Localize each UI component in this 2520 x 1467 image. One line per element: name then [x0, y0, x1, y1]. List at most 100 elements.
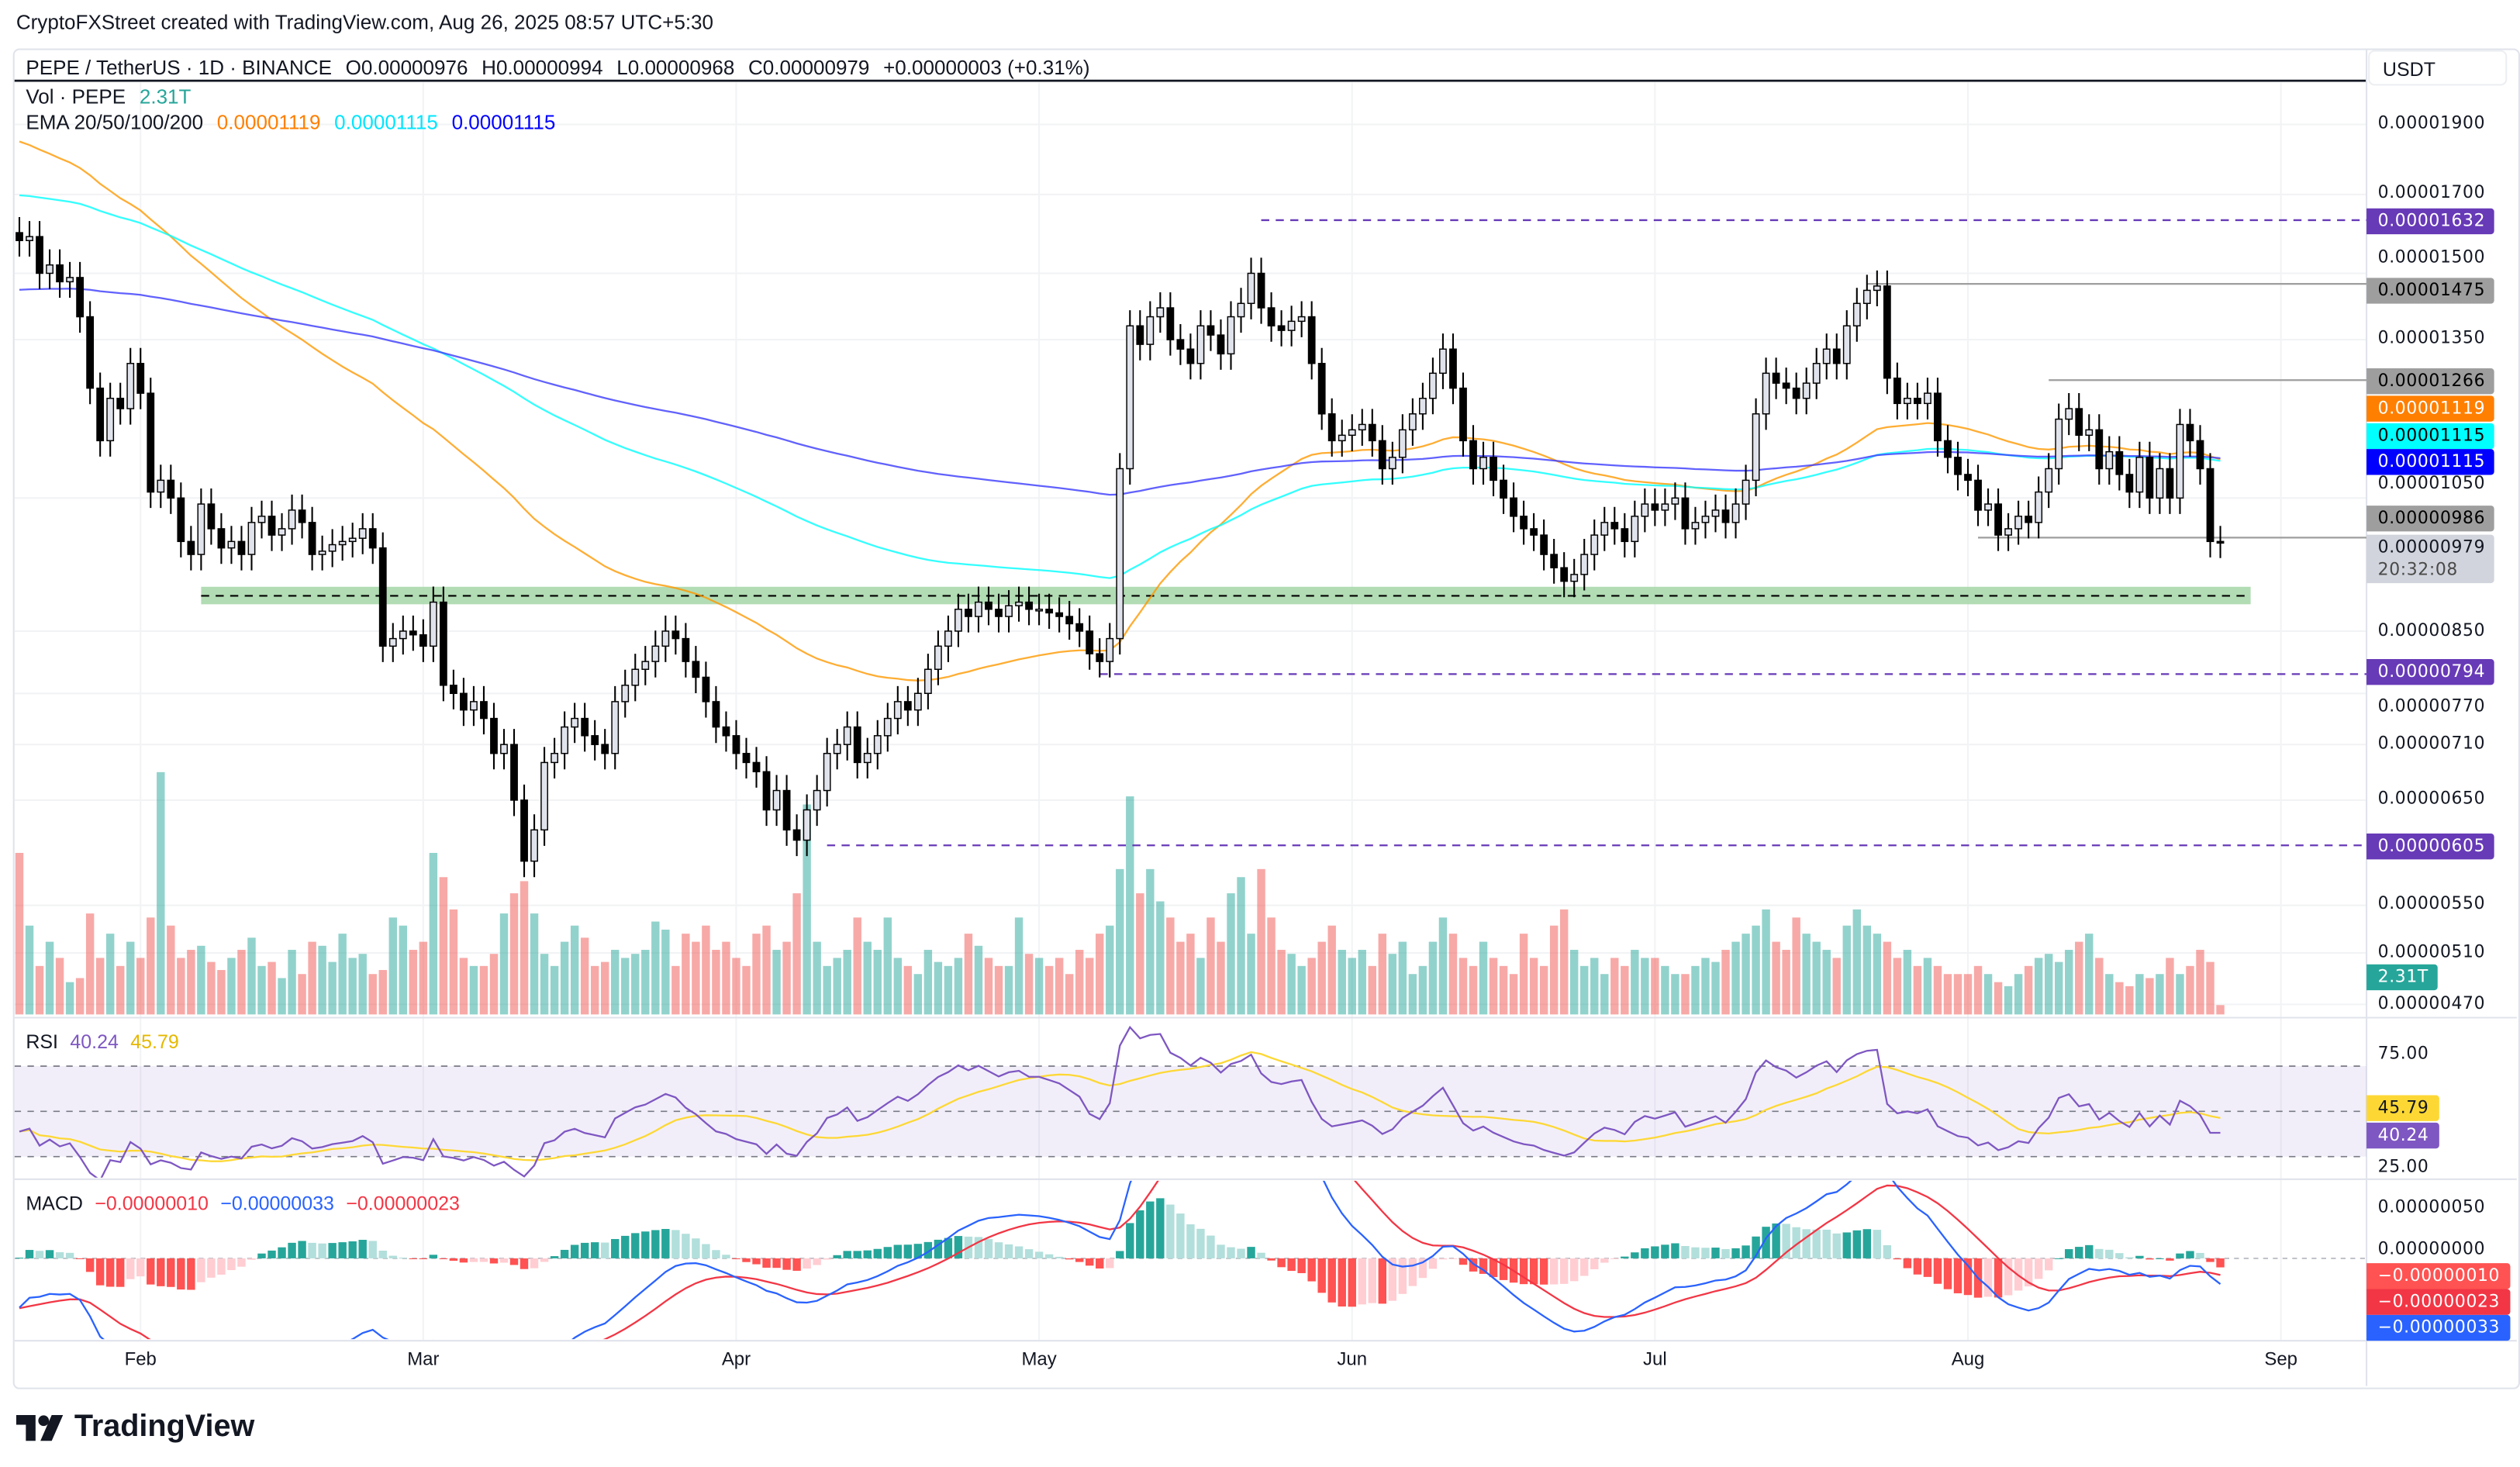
- macd-histogram-bar: [1792, 1227, 1800, 1258]
- macd-histogram-bar: [318, 1243, 326, 1258]
- candle-body: [954, 609, 962, 632]
- candle-body: [2014, 516, 2023, 530]
- volume-bar: [631, 954, 640, 1015]
- candle: [1600, 506, 1609, 551]
- candle: [1701, 500, 1710, 539]
- candle: [641, 646, 650, 685]
- macd-histogram-bar: [843, 1251, 851, 1258]
- symbol-row[interactable]: PEPE / TetherUS · 1D · BINANCE O0.000009…: [26, 55, 1098, 81]
- candle-body: [388, 637, 397, 647]
- candle-body: [1510, 497, 1517, 517]
- candle: [26, 221, 33, 257]
- macd-histogram-bar: [449, 1258, 458, 1262]
- volume-bar: [2004, 985, 2013, 1015]
- candle-body: [26, 236, 33, 241]
- candle: [1237, 288, 1245, 333]
- candle-body: [1086, 630, 1094, 654]
- candle-body: [368, 528, 377, 549]
- macd-histogram-bar: [439, 1258, 448, 1259]
- volume-bar: [682, 934, 690, 1015]
- candle-body: [1873, 285, 1881, 292]
- macd-histogram-bar: [974, 1237, 983, 1258]
- volume-bar: [1802, 934, 1811, 1015]
- tradingview-logo[interactable]: TradingView: [16, 1410, 254, 1446]
- volume-legend[interactable]: Vol · PEPE 2.31T: [26, 84, 1098, 109]
- volume-bar: [2034, 958, 2043, 1015]
- candle: [2004, 513, 2012, 551]
- volume-bar: [85, 913, 95, 1015]
- candle: [227, 526, 236, 564]
- candle-body: [1984, 503, 1992, 511]
- macd-legend[interactable]: MACD −0.00000010 −0.00000033 −0.00000023: [26, 1192, 460, 1214]
- candle-body: [96, 387, 105, 442]
- macd-histogram-bar: [187, 1258, 195, 1290]
- rsi-ma-line: [19, 1051, 2221, 1162]
- volume-bar: [641, 949, 650, 1015]
- macd-histogram-bar: [1519, 1258, 1528, 1285]
- candle-body: [1156, 307, 1165, 318]
- macd-histogram-bar: [682, 1234, 690, 1258]
- last-price-badge: 0.00000979 20:32:08: [2366, 534, 2495, 584]
- macd-histogram-bar: [1237, 1248, 1245, 1258]
- candle: [944, 615, 952, 662]
- macd-histogram-bar: [126, 1258, 135, 1279]
- volume-bar: [671, 965, 680, 1015]
- candle-body: [1762, 372, 1770, 415]
- macd-histogram-bar: [2145, 1258, 2154, 1260]
- candle-body: [1852, 302, 1861, 326]
- candle: [1338, 419, 1346, 457]
- candle: [1731, 488, 1740, 539]
- candle: [551, 737, 558, 778]
- currency-selector[interactable]: USDT: [2368, 50, 2508, 86]
- candle: [1449, 333, 1457, 405]
- volume-bar: [580, 937, 589, 1015]
- candle-body: [571, 717, 579, 728]
- macd-histogram-bar: [197, 1258, 205, 1282]
- macd-histogram-bar: [1742, 1245, 1750, 1258]
- macd-histogram-bar: [580, 1242, 589, 1258]
- candle-body: [540, 761, 548, 831]
- volume-bar: [742, 965, 751, 1015]
- candle: [2145, 441, 2154, 514]
- volume-bar: [1075, 949, 1084, 1015]
- candle-body: [439, 601, 447, 686]
- volume-bar: [590, 965, 599, 1015]
- candle-body: [409, 630, 417, 636]
- candle: [1297, 301, 1306, 337]
- candle: [1651, 488, 1659, 526]
- macd-histogram-bar: [2034, 1258, 2043, 1279]
- macd-histogram-bar: [1812, 1229, 1821, 1258]
- macd-histogram-bar: [1096, 1258, 1104, 1269]
- macd-histogram-bar: [1631, 1252, 1639, 1258]
- macd-histogram-bar: [1247, 1247, 1255, 1258]
- candle-body: [1752, 413, 1760, 482]
- macd-histogram-bar: [873, 1248, 882, 1258]
- candle-body: [813, 789, 821, 811]
- volume-bar: [540, 954, 549, 1015]
- macd-histogram-bar: [348, 1241, 357, 1258]
- candle-body: [671, 630, 680, 640]
- level-price-badge-text: 0.00000986: [2377, 509, 2486, 529]
- macd-histogram-bar: [409, 1258, 418, 1259]
- macd-histogram-bar: [671, 1230, 680, 1258]
- candle-body: [641, 661, 650, 670]
- candle: [2166, 453, 2174, 514]
- candle: [520, 784, 528, 878]
- candle-body: [2186, 423, 2194, 442]
- volume-bar: [1196, 958, 1205, 1015]
- candle-body: [2125, 474, 2134, 493]
- volume-bar: [661, 929, 670, 1015]
- candle: [1711, 494, 1720, 533]
- macd-histogram-bar: [2216, 1258, 2225, 1268]
- macd-histogram-bar: [1055, 1256, 1064, 1258]
- macd-histogram-bar: [1590, 1258, 1599, 1269]
- candle-body: [913, 692, 922, 711]
- volume-bar: [2095, 958, 2104, 1015]
- rsi-legend[interactable]: RSI 40.24 45.79: [26, 1030, 178, 1053]
- macd-histogram-bar: [1398, 1258, 1407, 1294]
- ema-legend[interactable]: EMA 20/50/100/200 0.00001119 0.00001115 …: [26, 110, 1098, 136]
- macd-histogram-bar: [742, 1258, 751, 1262]
- candle-body: [288, 509, 296, 530]
- macd-histogram-bar: [509, 1258, 519, 1265]
